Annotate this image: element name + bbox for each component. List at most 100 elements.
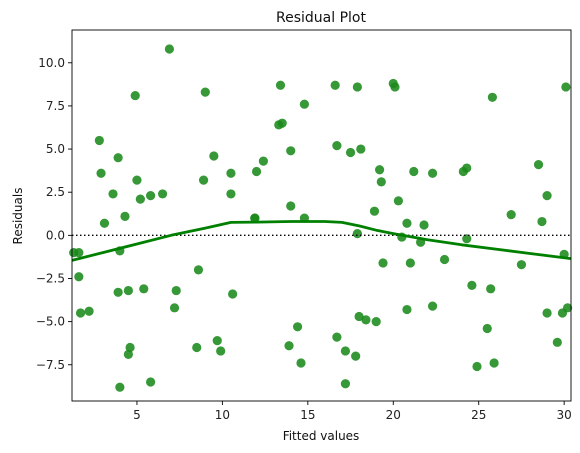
residual-point	[467, 280, 477, 290]
residual-point	[99, 218, 110, 228]
residual-point	[74, 272, 84, 282]
residual-point	[330, 80, 340, 90]
residual-point	[371, 317, 381, 327]
x-tick-label: 20	[386, 408, 401, 422]
residual-point	[84, 306, 94, 316]
residual-point	[212, 336, 222, 346]
residual-point	[164, 44, 175, 54]
residual-point	[419, 220, 429, 230]
residual-point	[74, 248, 84, 258]
residual-point	[125, 342, 135, 353]
residual-point	[258, 156, 268, 166]
residual-point	[299, 99, 310, 109]
residual-point	[200, 87, 210, 97]
residual-point	[402, 304, 412, 315]
y-tick-label: 5.0	[46, 142, 65, 156]
residual-point	[332, 141, 342, 151]
residual-point	[542, 308, 552, 318]
residual-point	[123, 285, 133, 296]
residual-point	[482, 323, 492, 334]
residual-point	[198, 175, 209, 185]
residual-point	[439, 254, 450, 265]
residual-point	[427, 301, 438, 311]
x-tick-label: 30	[557, 408, 572, 422]
y-tick-label: 2.5	[46, 185, 65, 199]
residual-point	[351, 351, 361, 361]
residual-point	[376, 177, 386, 187]
residual-point	[489, 358, 499, 368]
residual-point	[135, 194, 145, 204]
residual-point	[113, 153, 123, 163]
residual-point	[284, 341, 294, 351]
residual-point	[354, 311, 364, 322]
x-axis-title: Fitted values	[283, 429, 360, 443]
residual-point	[345, 147, 356, 158]
residual-point	[542, 191, 552, 201]
residual-point	[405, 258, 415, 268]
residual-point	[286, 146, 296, 156]
residual-point	[146, 191, 156, 201]
residual-point	[130, 90, 140, 101]
residual-point	[352, 82, 362, 92]
residual-point	[171, 285, 181, 296]
residual-point	[462, 234, 472, 244]
residual-point	[409, 166, 419, 177]
x-tick-label: 10	[215, 408, 230, 422]
residual-point	[506, 210, 516, 220]
residual-point	[139, 284, 149, 294]
residual-point	[487, 92, 497, 102]
residual-point	[250, 213, 260, 223]
residual-point	[356, 144, 366, 154]
y-tick-label: −5.0	[36, 315, 65, 329]
residual-point	[169, 303, 180, 313]
residual-point	[94, 135, 104, 146]
residual-point	[369, 206, 380, 216]
residual-point	[375, 165, 385, 175]
residual-point	[562, 303, 573, 313]
residual-point	[275, 80, 286, 90]
chart-title: Residual Plot	[276, 10, 366, 26]
residual-point	[393, 196, 404, 206]
residual-point	[516, 260, 527, 270]
residual-point	[123, 349, 133, 360]
residual-point	[228, 289, 238, 299]
residual-point	[108, 189, 118, 199]
y-axis-title: Residuals	[11, 188, 25, 245]
lowess-line	[71, 220, 572, 262]
residual-point	[209, 151, 219, 161]
residual-point	[277, 118, 287, 128]
y-tick-label: −7.5	[36, 358, 65, 372]
residual-point	[340, 379, 351, 389]
x-tick-label: 15	[300, 408, 315, 422]
residual-point	[340, 346, 351, 356]
residual-point	[378, 258, 388, 268]
plot-area: 5 10 15 20 25 30 −7.5 −5.0 −2.5 0.0 2.5 5.0 7.5 10.0	[36, 29, 573, 422]
residual-point	[352, 229, 362, 239]
y-tick-label: 10.0	[38, 56, 65, 70]
residual-point	[226, 189, 236, 199]
residual-point	[113, 287, 123, 297]
residual-point	[427, 168, 438, 178]
residual-point	[192, 342, 202, 353]
residual-point	[390, 82, 400, 92]
x-tick-label: 25	[471, 408, 486, 422]
residual-point	[292, 322, 303, 332]
residual-point	[332, 332, 342, 342]
residual-point	[552, 337, 562, 347]
y-tick-label: 0.0	[46, 228, 65, 242]
residual-point	[251, 166, 262, 177]
residual-point	[462, 163, 472, 173]
residual-point	[533, 159, 544, 170]
residual-point	[193, 265, 204, 275]
residual-point	[361, 315, 371, 325]
residual-point	[132, 175, 142, 185]
plot-frame	[71, 29, 572, 402]
residual-point	[402, 218, 412, 228]
residual-point	[216, 346, 226, 356]
residual-point	[286, 201, 296, 211]
residual-point	[486, 284, 496, 294]
residual-point	[226, 168, 236, 178]
residual-point	[115, 382, 125, 392]
residual-point	[120, 211, 130, 221]
